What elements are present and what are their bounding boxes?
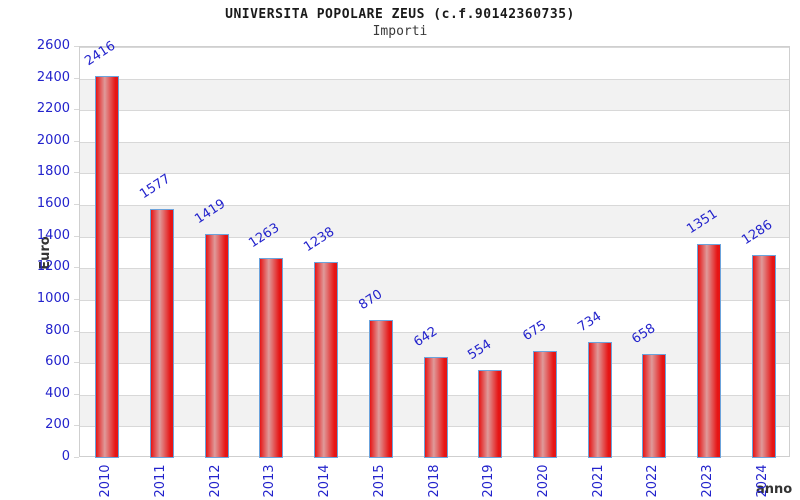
background-band [80,141,789,174]
y-tick-label: 2000 [36,132,70,148]
y-tick-label: 600 [45,354,70,370]
y-tick-label: 800 [45,322,70,338]
x-tick-label-2013: 2013 [262,464,278,498]
x-tick-label-2024: 2024 [754,464,770,498]
gridline [80,299,789,301]
x-tick-label-2023: 2023 [699,464,715,498]
y-tick-label: 1800 [36,164,70,180]
x-tick-label-2020: 2020 [535,464,551,498]
y-tick-mark [74,425,79,427]
y-tick-mark [74,140,79,142]
gridline [80,331,789,333]
bar-2021 [587,341,612,458]
bar-2012 [204,233,229,458]
y-tick-mark [74,235,79,237]
x-tick-label-2018: 2018 [426,464,442,498]
gridline [80,236,789,238]
y-tick-mark [74,393,79,395]
y-tick-label: 200 [45,417,70,433]
y-tick-label: 2600 [36,38,70,53]
bar-2020 [532,351,557,458]
x-tick-label-2022: 2022 [645,464,661,498]
y-tick-label: 1600 [36,196,70,212]
y-tick-label: 1000 [36,290,70,306]
x-tick-label-2014: 2014 [317,464,333,498]
y-tick-label: 2400 [36,69,70,85]
y-tick-label: 1200 [36,259,70,275]
x-tick-label-2011: 2011 [153,464,169,498]
chart-title: UNIVERSITA POPOLARE ZEUS (c.f.9014236073… [225,7,575,22]
gridline [80,47,789,48]
y-tick-mark [74,204,79,206]
background-band [80,78,789,111]
bar-2014 [314,262,339,458]
x-tick-label-2015: 2015 [371,464,387,498]
y-tick-mark [74,46,79,47]
gridline [80,141,789,143]
gridline [80,78,789,80]
y-tick-label: 400 [45,385,70,401]
bar-2015 [368,320,393,458]
y-tick-label: 2200 [36,101,70,117]
y-tick-label: 1400 [36,227,70,243]
gridline [80,110,789,112]
x-tick-label-2012: 2012 [207,464,223,498]
y-tick-mark [74,330,79,332]
y-tick-mark [74,267,79,269]
y-tick-mark [74,172,79,174]
bar-2024 [751,254,776,458]
gridline [80,173,789,175]
bar-2019 [478,370,503,458]
bar-2010 [95,76,120,458]
bar-2018 [423,356,448,458]
x-tick-label-2010: 2010 [98,464,114,498]
background-band [80,205,789,237]
plot-area [79,46,790,458]
y-tick-label: 0 [61,449,70,464]
y-tick-mark [74,109,79,111]
y-tick-mark [74,77,79,79]
chart-subtitle: Importi [372,24,428,39]
bar-2023 [696,244,721,458]
gridline [80,268,789,270]
bar-2022 [642,353,667,458]
y-tick-mark [74,457,79,458]
bar-2011 [150,208,175,458]
x-axis-label: anno [756,482,793,497]
gridline [80,205,789,207]
background-band [80,268,789,300]
bar-2013 [259,258,284,458]
y-tick-mark [74,362,79,364]
x-tick-label-2021: 2021 [590,464,606,498]
x-tick-label-2019: 2019 [481,464,497,498]
y-tick-mark [74,298,79,300]
